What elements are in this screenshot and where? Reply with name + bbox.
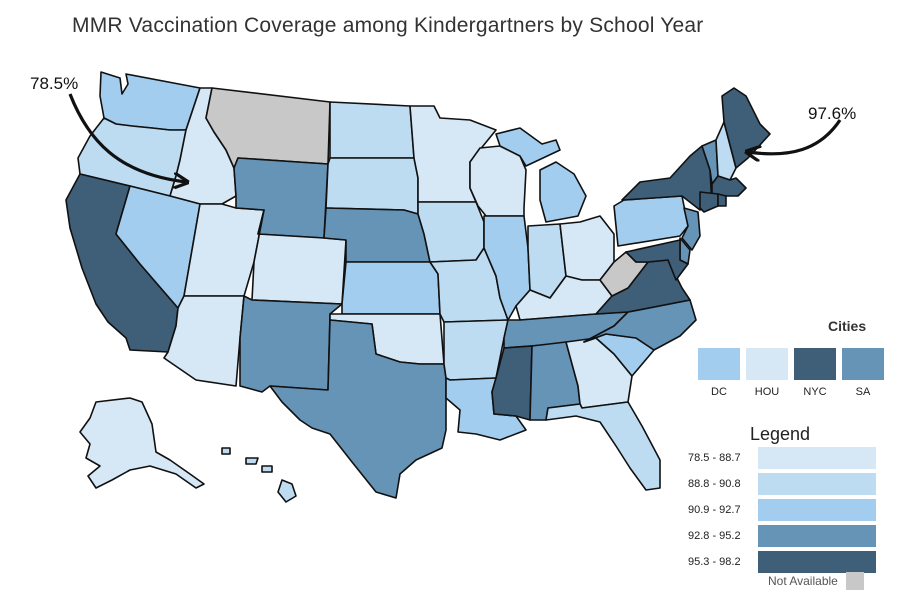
state-new-jersey[interactable] [681,207,701,251]
city-label: NYC [803,386,827,398]
state-alaska[interactable] [79,397,205,489]
city-swatch [698,348,740,380]
legend-swatch [758,473,876,495]
legend-swatch [758,499,876,521]
not-available-swatch [845,572,864,590]
annotation-min-value: 78.5% [30,74,79,93]
state-kansas[interactable] [341,261,441,315]
city-item-hou: HOU [746,348,788,398]
legend-label: 95.3 - 98.2 [688,556,741,568]
state-florida[interactable] [545,401,661,491]
state-michigan-upper[interactable] [495,127,561,167]
legend-label: 78.5 - 88.7 [688,452,741,464]
city-swatch [842,348,884,380]
legend: 78.5 - 88.7 88.8 - 90.8 90.9 - 92.7 92.8… [688,446,876,576]
legend-swatch [758,447,876,469]
legend-row: 78.5 - 88.7 [688,446,876,470]
legend-title: Legend [750,424,811,444]
state-ohio[interactable] [559,215,615,281]
state-iowa[interactable] [417,201,485,263]
city-item-dc: DC [698,348,740,398]
legend-row: 88.8 - 90.8 [688,472,876,496]
state-maryland[interactable] [625,239,689,281]
state-new-mexico[interactable] [239,295,343,393]
state-rhode-island[interactable] [717,193,727,207]
city-swatch [794,348,836,380]
legend-label: 90.9 - 92.7 [688,504,741,516]
legend-row: 90.9 - 92.7 [688,498,876,522]
legend-swatch [758,551,876,573]
state-south-dakota[interactable] [325,157,419,215]
city-item-nyc: NYC [794,348,836,398]
city-item-sa: SA [842,348,884,398]
legend-label: 88.8 - 90.8 [688,478,741,490]
state-hawaii-islands[interactable] [221,447,273,473]
state-washington[interactable] [99,71,201,131]
legend-row: 95.3 - 98.2 [688,550,876,574]
state-hawaii[interactable] [277,479,297,503]
legend-not-available: Not Available [768,572,864,590]
map-title: MMR Vaccination Coverage among Kindergar… [72,14,704,37]
state-wisconsin[interactable] [469,145,527,217]
cities-legend: DC HOU NYC SA [698,348,884,398]
state-massachusetts[interactable] [711,175,747,197]
city-label: HOU [754,386,780,398]
city-label: DC [711,386,727,398]
city-swatch [746,348,788,380]
legend-row: 92.8 - 95.2 [688,524,876,548]
legend-label: 92.8 - 95.2 [688,530,741,542]
arrow-left [68,93,186,182]
arrow-right [748,119,842,154]
state-new-hampshire[interactable] [715,121,737,181]
cities-title: Cities [828,318,867,334]
state-pennsylvania[interactable] [613,195,689,247]
state-connecticut[interactable] [699,191,719,213]
legend-swatch [758,525,876,547]
city-label: SA [855,386,871,398]
state-michigan[interactable] [539,161,587,223]
state-north-dakota[interactable] [329,101,415,159]
not-available-label: Not Available [768,574,838,588]
state-maine[interactable] [721,87,771,169]
state-colorado[interactable] [251,209,347,305]
annotation-max-value: 97.6% [808,104,857,123]
state-texas[interactable] [269,319,447,499]
